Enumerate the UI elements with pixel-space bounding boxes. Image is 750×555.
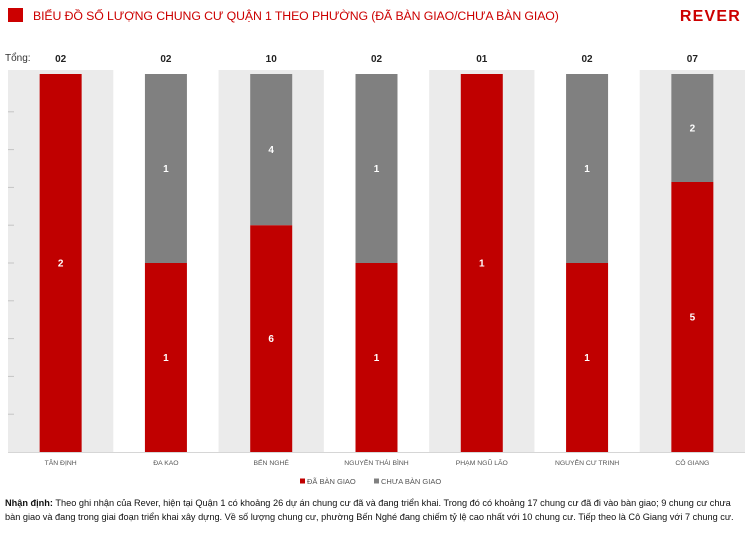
data-label-0-4: 1	[479, 259, 485, 270]
bar-segment-0-5	[566, 263, 609, 452]
data-label-1-1: 1	[163, 164, 169, 175]
data-label-0-0: 2	[58, 259, 64, 270]
data-label-0-2: 6	[268, 334, 274, 345]
data-label-1-2: 4	[268, 145, 274, 156]
total-value-6: 07	[687, 54, 699, 65]
x-tick-label-5: NGUYỄN CƯ TRINH	[555, 458, 619, 467]
total-value-5: 02	[582, 54, 594, 65]
legend-swatch-0	[300, 478, 305, 484]
bar-segment-1-3	[355, 74, 398, 263]
legend-label-0: ĐÃ BÀN GIAO	[307, 477, 356, 486]
rever-logo: REVER	[679, 8, 741, 25]
chart-title: BIỂU ĐỒ SỐ LƯỢNG CHUNG CƯ QUẬN 1 THEO PH…	[33, 9, 559, 23]
bar-segment-0-4	[460, 74, 503, 452]
bar-segment-0-6	[671, 182, 714, 452]
bar-segment-0-2	[250, 225, 293, 452]
bar-segment-1-2	[250, 74, 293, 226]
x-tick-label-3: NGUYỄN THÁI BÌNH	[344, 458, 409, 467]
note-paragraph: Nhận định: Theo ghi nhận của Rever, hiện…	[5, 496, 745, 524]
data-label-1-3: 1	[374, 164, 380, 175]
legend-swatch-1	[374, 478, 379, 484]
x-tick-label-2: BẾN NGHÉ	[253, 457, 289, 467]
note-text: Theo ghi nhận của Rever, hiện tại Quận 1…	[5, 498, 734, 522]
total-value-1: 02	[160, 54, 172, 65]
x-tick-label-4: PHẠM NGŨ LÃO	[456, 458, 508, 467]
stacked-bar-chart: Tổng: 2 02 TÂN ĐỊNH 1 1 02 ĐA KAO 6 4 10 BẾN NGHÉ 1 1…	[5, 52, 745, 486]
x-tick-label-1: ĐA KAO	[153, 460, 178, 467]
total-value-0: 02	[55, 54, 67, 65]
bar-segment-1-6	[671, 74, 714, 182]
legend-label-1: CHƯA BÀN GIAO	[381, 477, 441, 486]
bar-segment-1-5	[566, 74, 609, 263]
data-label-0-6: 5	[690, 313, 696, 324]
data-label-0-3: 1	[374, 353, 380, 364]
bar-segment-0-3	[355, 263, 398, 452]
note-label: Nhận định:	[5, 498, 53, 508]
data-label-1-6: 2	[690, 124, 696, 135]
bar-segment-1-1	[144, 74, 187, 263]
totals-label: Tổng:	[5, 52, 31, 64]
data-label-0-1: 1	[163, 353, 169, 364]
data-label-0-5: 1	[584, 353, 590, 364]
title-marker-square	[8, 8, 23, 22]
total-value-3: 02	[371, 54, 383, 65]
bar-segment-0-0	[39, 74, 82, 452]
total-value-4: 01	[476, 54, 488, 65]
data-label-1-5: 1	[584, 164, 590, 175]
x-tick-label-6: CÔ GIANG	[675, 458, 709, 467]
bar-segment-0-1	[144, 263, 187, 452]
total-value-2: 10	[266, 54, 278, 65]
x-tick-label-0: TÂN ĐỊNH	[45, 458, 77, 467]
